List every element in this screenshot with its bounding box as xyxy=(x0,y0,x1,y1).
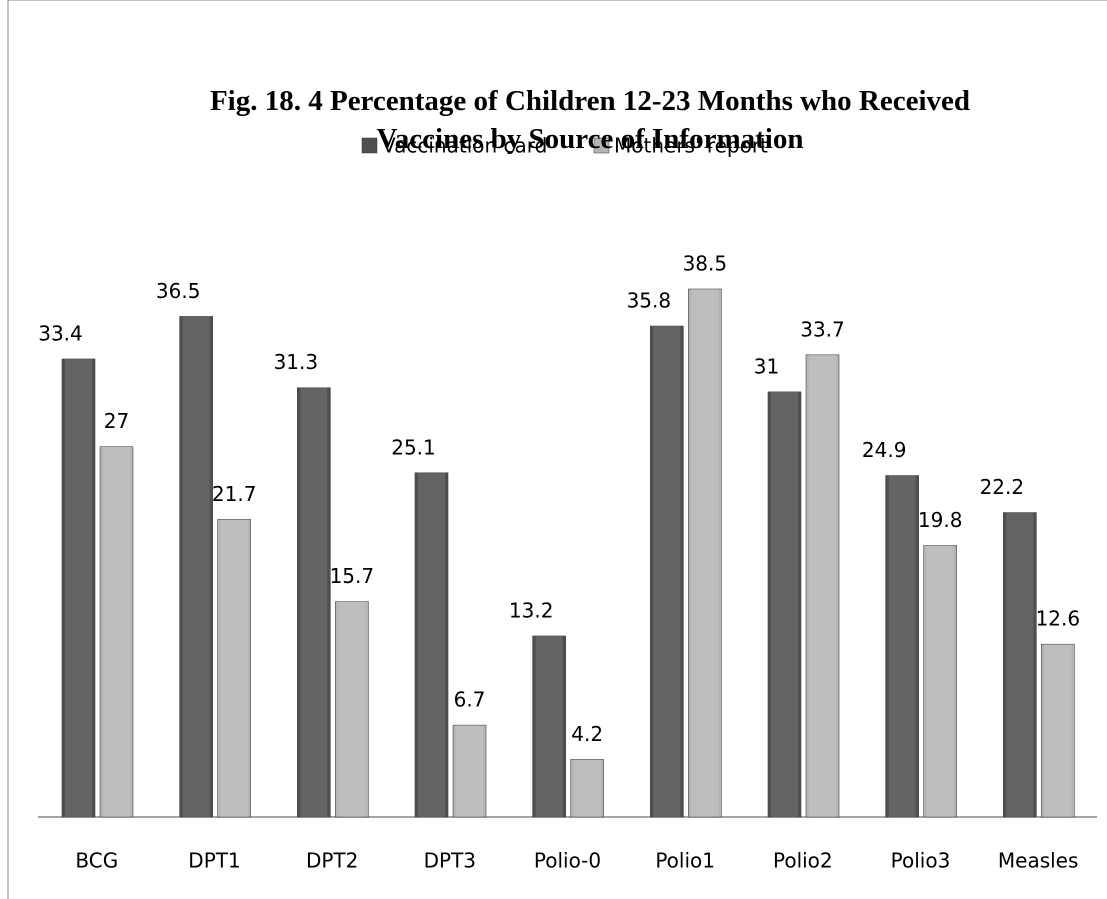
bar xyxy=(767,391,802,818)
value-label: 33.7 xyxy=(800,317,845,341)
bar-highlight xyxy=(888,475,916,817)
value-label: 6.7 xyxy=(454,688,486,712)
value-label: 12.6 xyxy=(1036,607,1081,631)
bar xyxy=(1041,643,1075,818)
value-label: 4.2 xyxy=(571,722,603,746)
bar xyxy=(61,358,96,818)
bar xyxy=(99,446,134,818)
bar xyxy=(688,288,722,818)
bar-highlight xyxy=(103,446,130,817)
x-tick-label: Polio2 xyxy=(773,849,833,873)
value-label: 19.8 xyxy=(918,508,963,532)
bar xyxy=(179,316,213,818)
value-label: 13.2 xyxy=(509,598,554,622)
x-tick-label: DPT3 xyxy=(424,849,476,873)
chart-frame xyxy=(7,0,1107,899)
value-label: 35.8 xyxy=(627,289,672,313)
bar-highlight xyxy=(771,391,798,817)
bar-highlight xyxy=(535,635,563,817)
x-tick-label: Polio3 xyxy=(891,849,951,873)
legend-swatch xyxy=(361,137,378,154)
bar-highlight xyxy=(65,358,92,817)
legend-label: Mothers' report xyxy=(614,134,768,158)
value-label: 31 xyxy=(754,354,779,378)
value-label: 38.5 xyxy=(683,252,728,276)
bar-highlight xyxy=(338,601,366,817)
bar xyxy=(885,475,919,818)
value-label: 27 xyxy=(104,409,129,433)
bar xyxy=(805,354,840,818)
bar xyxy=(570,759,604,818)
bar-highlight xyxy=(809,354,836,817)
bar xyxy=(335,601,369,818)
bar-highlight xyxy=(300,387,328,817)
bar-highlight xyxy=(182,316,210,817)
x-tick-label: Measles xyxy=(998,849,1079,873)
bar-highlight xyxy=(1044,644,1072,817)
bar xyxy=(650,325,684,818)
bar xyxy=(217,519,251,818)
bar-highlight xyxy=(1006,512,1034,817)
bar xyxy=(297,387,331,818)
value-label: 15.7 xyxy=(330,564,375,588)
x-tick-label: BCG xyxy=(75,849,118,873)
bar xyxy=(1003,512,1037,818)
legend-label: Vaccination card xyxy=(382,134,547,158)
x-tick-label: DPT2 xyxy=(306,849,358,873)
value-label: 21.7 xyxy=(212,482,257,506)
x-tick-label: Polio1 xyxy=(655,849,715,873)
chart-title: Fig. 18. 4 Percentage of Children 12-23 … xyxy=(209,85,971,155)
x-tick-label: DPT1 xyxy=(188,849,240,873)
x-tick-label: Polio-0 xyxy=(534,849,601,873)
legend-swatch xyxy=(593,137,610,154)
value-label: 24.9 xyxy=(862,438,907,462)
value-label: 36.5 xyxy=(156,279,201,303)
bar-highlight xyxy=(926,545,954,817)
value-label: 25.1 xyxy=(391,435,436,459)
bar xyxy=(414,472,449,818)
bar-highlight xyxy=(456,725,483,817)
bar-highlight xyxy=(418,472,445,817)
bar xyxy=(532,635,566,818)
bar xyxy=(923,545,957,818)
value-label: 33.4 xyxy=(38,321,83,345)
bar-highlight xyxy=(220,519,248,817)
bar-highlight xyxy=(691,289,719,817)
bar xyxy=(452,724,487,818)
bar-highlight xyxy=(573,759,601,817)
bar-highlight xyxy=(653,326,681,817)
value-label: 22.2 xyxy=(980,475,1025,499)
value-label: 31.3 xyxy=(274,350,319,374)
